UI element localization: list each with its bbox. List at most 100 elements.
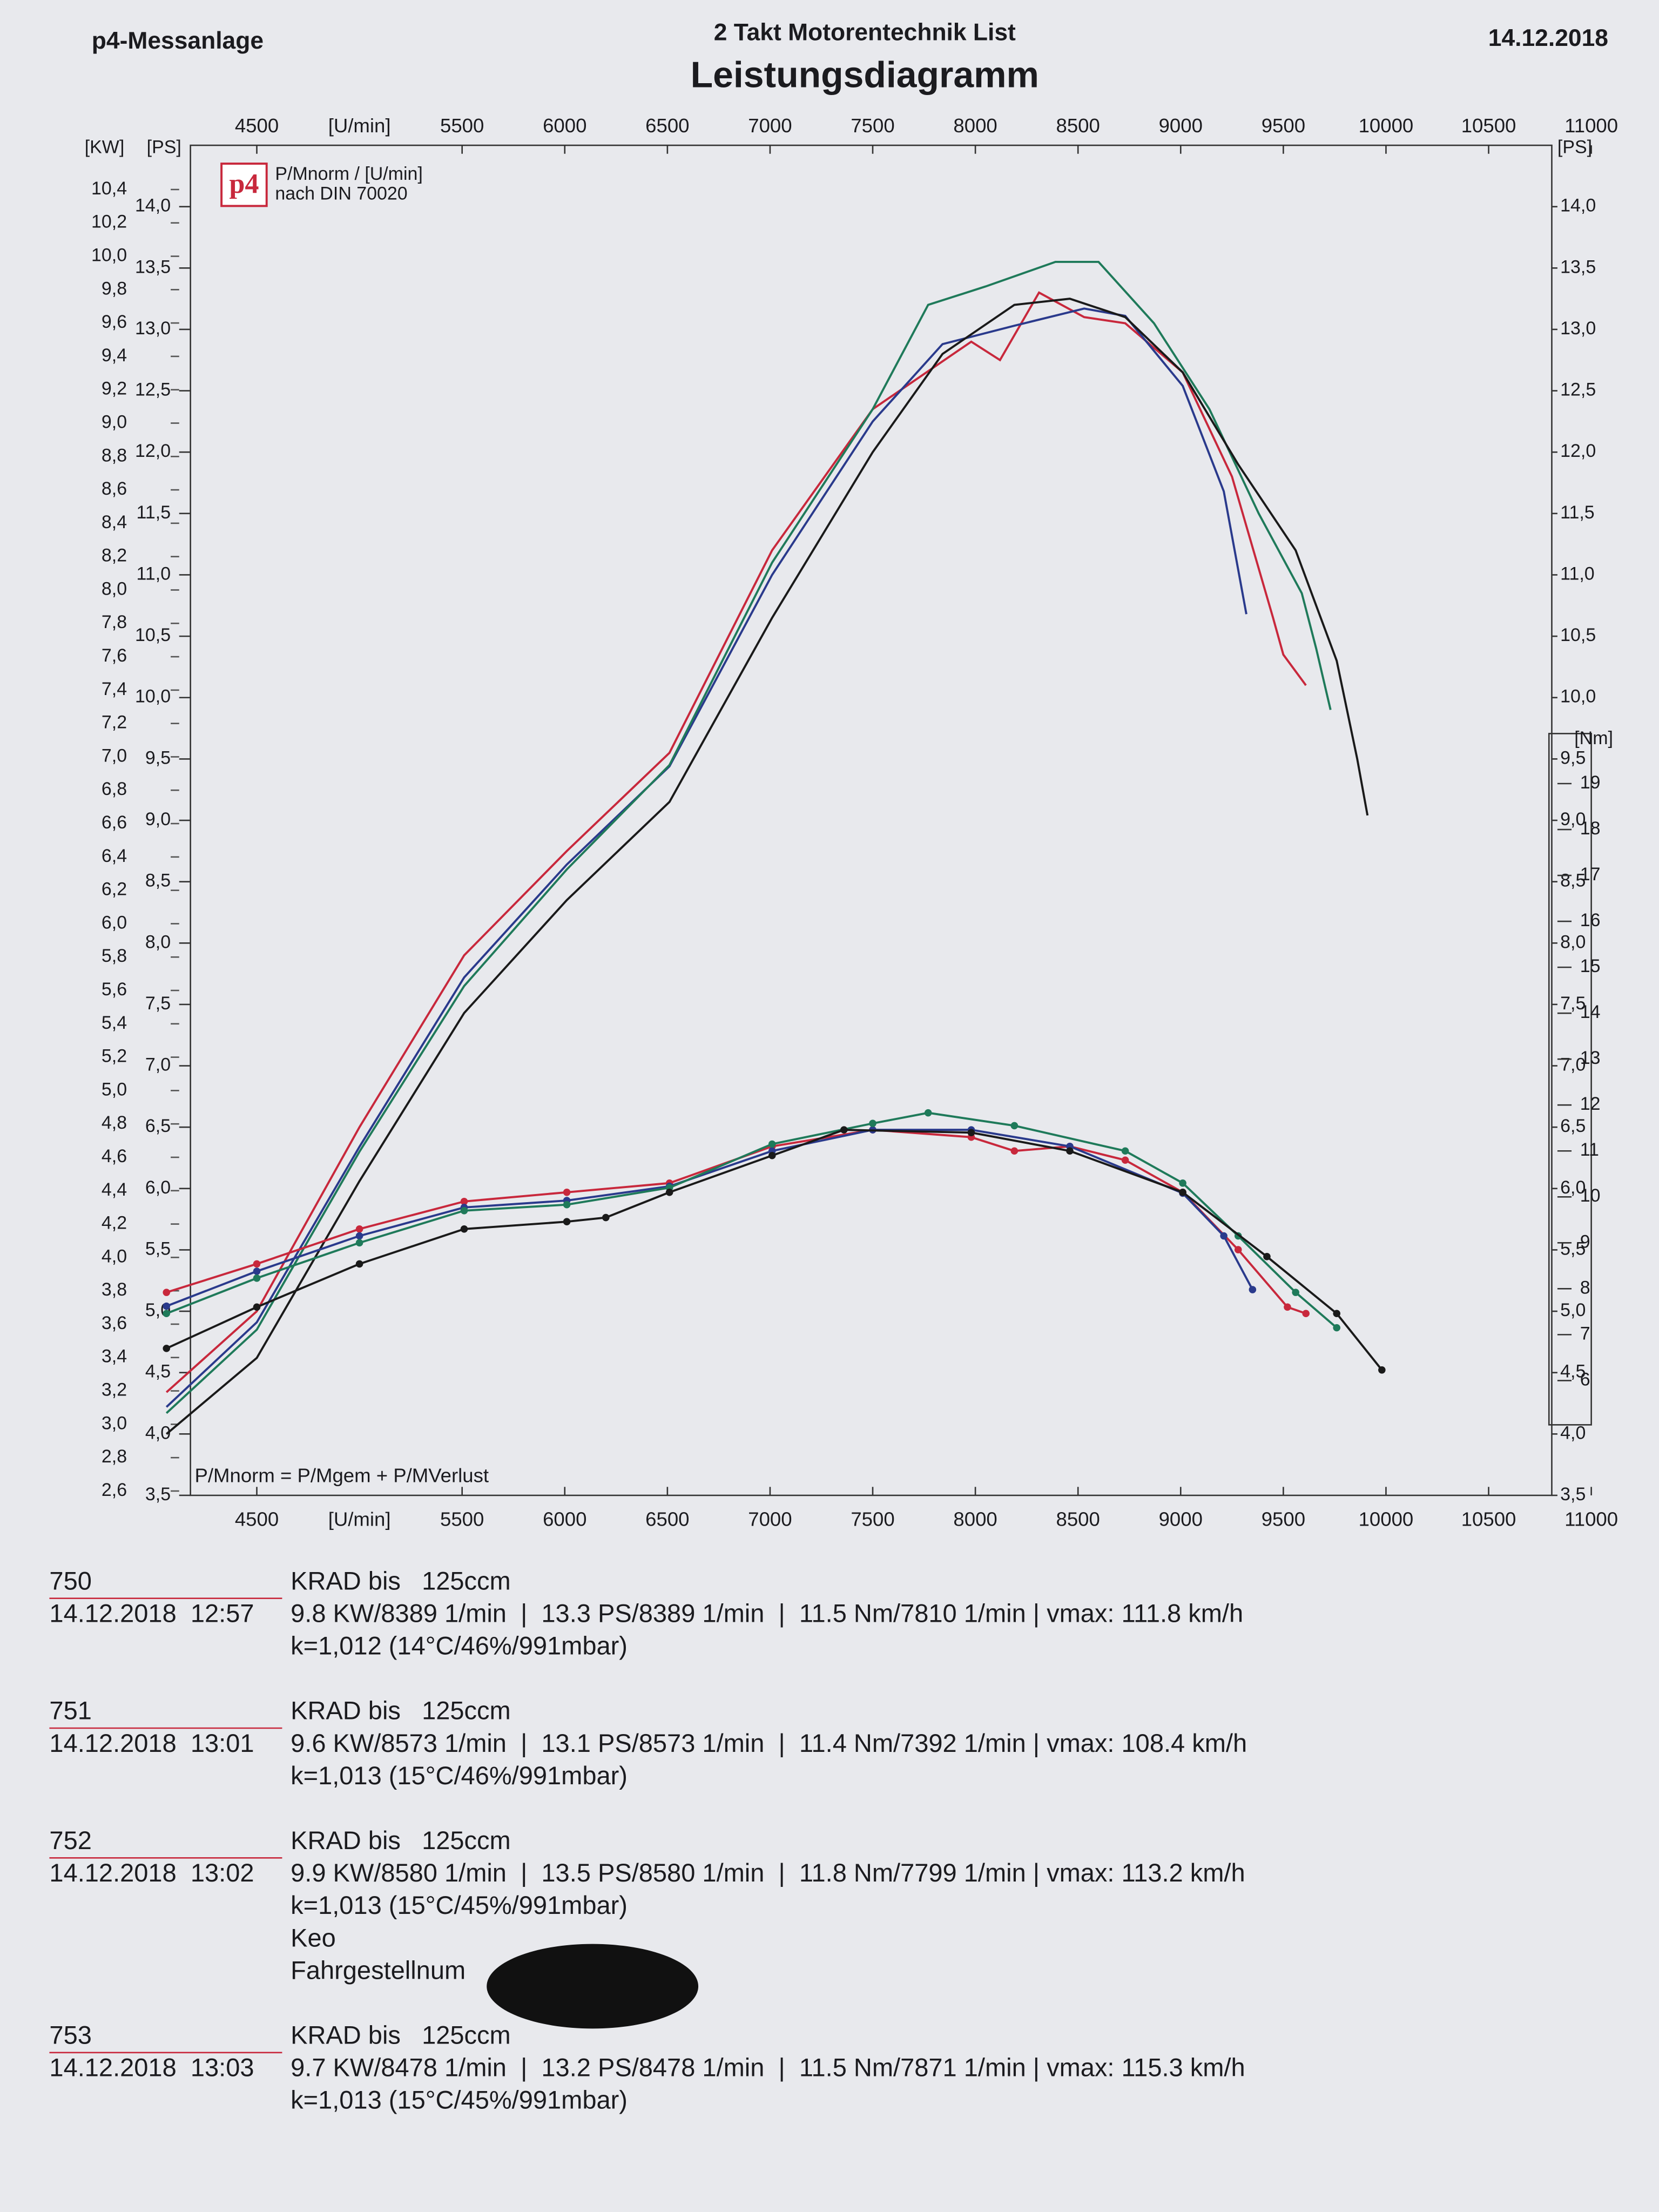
y-tick-label: 9,0 bbox=[145, 809, 171, 830]
run-vehicle: KRAD bis 125ccm bbox=[291, 2021, 511, 2049]
x-axis-label: [U/min] bbox=[328, 1508, 391, 1530]
run-number: 753 bbox=[49, 2021, 91, 2049]
power-line bbox=[165, 291, 1307, 1393]
torque-point bbox=[355, 1260, 363, 1268]
run-number: 750 bbox=[49, 1566, 91, 1595]
y-tick-label-right: 8,5 bbox=[1560, 871, 1586, 891]
run-note: Fahrgestellnum bbox=[291, 1955, 466, 1984]
y2-tick-label: 9 bbox=[1580, 1231, 1590, 1252]
y-axis-label-right: [PS] bbox=[1557, 137, 1592, 157]
y3-tick-label: 3,4 bbox=[102, 1346, 127, 1367]
y3-tick-label: 4,6 bbox=[102, 1146, 127, 1166]
x-tick-label: 9000 bbox=[1159, 1508, 1203, 1530]
x-tick-label: 5500 bbox=[440, 114, 484, 137]
y-tick-label-right: 5,0 bbox=[1560, 1300, 1586, 1320]
x-tick-label: 5500 bbox=[440, 1508, 484, 1530]
x-tick-label: 10000 bbox=[1359, 114, 1414, 137]
torque-point bbox=[563, 1188, 571, 1196]
legend-line: nach DIN 70020 bbox=[275, 183, 407, 204]
run-date: 14.12.2018 13:03 bbox=[49, 2053, 254, 2082]
y-tick-label-right: 11,0 bbox=[1560, 563, 1595, 584]
y2-tick-label: 10 bbox=[1580, 1185, 1601, 1206]
torque-point bbox=[1284, 1303, 1291, 1311]
run-result: 9.9 KW/8580 1/min | 13.5 PS/8580 1/min |… bbox=[291, 1858, 1245, 1887]
y2-tick-label: 16 bbox=[1580, 910, 1601, 930]
x-tick-label: 9500 bbox=[1262, 1508, 1305, 1530]
torque-point bbox=[355, 1232, 363, 1240]
y3-tick-label: 6,6 bbox=[102, 812, 127, 833]
torque-point bbox=[1220, 1232, 1228, 1240]
y3-tick-label: 6,8 bbox=[102, 779, 127, 799]
x-tick-label: 8500 bbox=[1056, 1508, 1100, 1530]
torque-point bbox=[1179, 1179, 1186, 1187]
y3-tick-label: 10,2 bbox=[91, 212, 127, 232]
y-tick-label: 7,0 bbox=[145, 1055, 171, 1075]
y-tick-label-right: 10,0 bbox=[1560, 686, 1596, 707]
x-tick-label: 7500 bbox=[851, 114, 894, 137]
torque-point bbox=[1263, 1253, 1271, 1260]
x-tick-label: 8000 bbox=[953, 114, 997, 137]
torque-point bbox=[869, 1120, 876, 1128]
y-tick-label: 11,5 bbox=[137, 502, 171, 523]
run-number: 752 bbox=[49, 1826, 91, 1854]
torque-point bbox=[563, 1218, 571, 1225]
y-tick-label-right: 8,0 bbox=[1560, 932, 1586, 952]
y-tick-label-right: 13,5 bbox=[1560, 257, 1596, 277]
torque-point bbox=[163, 1302, 171, 1310]
run-conditions: k=1,012 (14°C/46%/991mbar) bbox=[291, 1631, 628, 1660]
y-tick-label-right: 4,0 bbox=[1560, 1422, 1586, 1443]
y2-tick-label: 7 bbox=[1580, 1323, 1590, 1344]
x-tick-label: 7000 bbox=[748, 114, 792, 137]
torque-point bbox=[1234, 1246, 1242, 1253]
y3-tick-label: 8,0 bbox=[102, 578, 127, 599]
torque-point bbox=[1378, 1366, 1386, 1374]
torque-point bbox=[163, 1345, 171, 1352]
y2-tick-label: 8 bbox=[1580, 1277, 1590, 1298]
torque-point bbox=[768, 1151, 776, 1159]
y2-tick-label: 17 bbox=[1580, 864, 1601, 885]
y3-tick-label: 7,6 bbox=[102, 645, 127, 666]
x-tick-label: 6500 bbox=[645, 114, 689, 137]
y2-tick-label: 19 bbox=[1580, 772, 1601, 793]
y-tick-label-right: 7,0 bbox=[1560, 1055, 1586, 1075]
torque-point bbox=[1010, 1122, 1019, 1130]
y3-tick-label: 10,0 bbox=[91, 245, 127, 265]
y-tick-label-right: 6,0 bbox=[1560, 1177, 1586, 1198]
y3-tick-label: 3,6 bbox=[102, 1313, 127, 1333]
y-tick-label: 12,5 bbox=[135, 380, 171, 400]
results: 750 14.12.2018 12:57 KRAD bis 125ccm 9.8 KW… bbox=[49, 1566, 1247, 2114]
y3-tick-label: 7,0 bbox=[102, 745, 127, 766]
y3-tick-label: 5,2 bbox=[102, 1046, 127, 1067]
x-tick-label: 7500 bbox=[851, 1508, 894, 1530]
y3-tick-label: 6,4 bbox=[102, 846, 127, 866]
power-line bbox=[165, 307, 1247, 1408]
torque-point bbox=[1010, 1147, 1019, 1155]
y-tick-label-right: 7,5 bbox=[1560, 993, 1586, 1014]
y3-tick-label: 3,0 bbox=[102, 1413, 127, 1433]
torque-point bbox=[460, 1197, 468, 1205]
torque-point bbox=[840, 1126, 848, 1134]
y3-tick-label: 4,4 bbox=[102, 1179, 127, 1200]
run-result: 9.6 KW/8573 1/min | 13.1 PS/8573 1/min |… bbox=[291, 1729, 1247, 1757]
torque-point bbox=[355, 1239, 363, 1247]
x-tick-label: 6500 bbox=[645, 1508, 689, 1530]
y-tick-label: 8,0 bbox=[145, 932, 171, 952]
y2-tick-label: 12 bbox=[1580, 1094, 1601, 1114]
torque-point bbox=[1179, 1188, 1186, 1196]
y-tick-label: 8,5 bbox=[145, 871, 171, 891]
y-tick-label: 12,0 bbox=[135, 441, 171, 461]
y-tick-label-right: 9,0 bbox=[1560, 809, 1586, 830]
formula: P/Mnorm = P/Mgem + P/MVerlust bbox=[194, 1465, 489, 1487]
header-date: 14.12.2018 bbox=[1488, 25, 1608, 51]
x-tick-label: 8000 bbox=[953, 1508, 997, 1530]
y3-tick-label: 10,4 bbox=[91, 178, 127, 199]
nm-axis-box bbox=[1548, 733, 1592, 1426]
y3-tick-label: 8,8 bbox=[102, 445, 127, 466]
run-date: 14.12.2018 13:01 bbox=[49, 1729, 254, 1757]
y-tick-label: 13,5 bbox=[135, 257, 171, 277]
y3-tick-label: 4,0 bbox=[102, 1246, 127, 1266]
y2-tick-label: 14 bbox=[1580, 1002, 1601, 1022]
y3-tick-label: 7,8 bbox=[102, 612, 127, 632]
